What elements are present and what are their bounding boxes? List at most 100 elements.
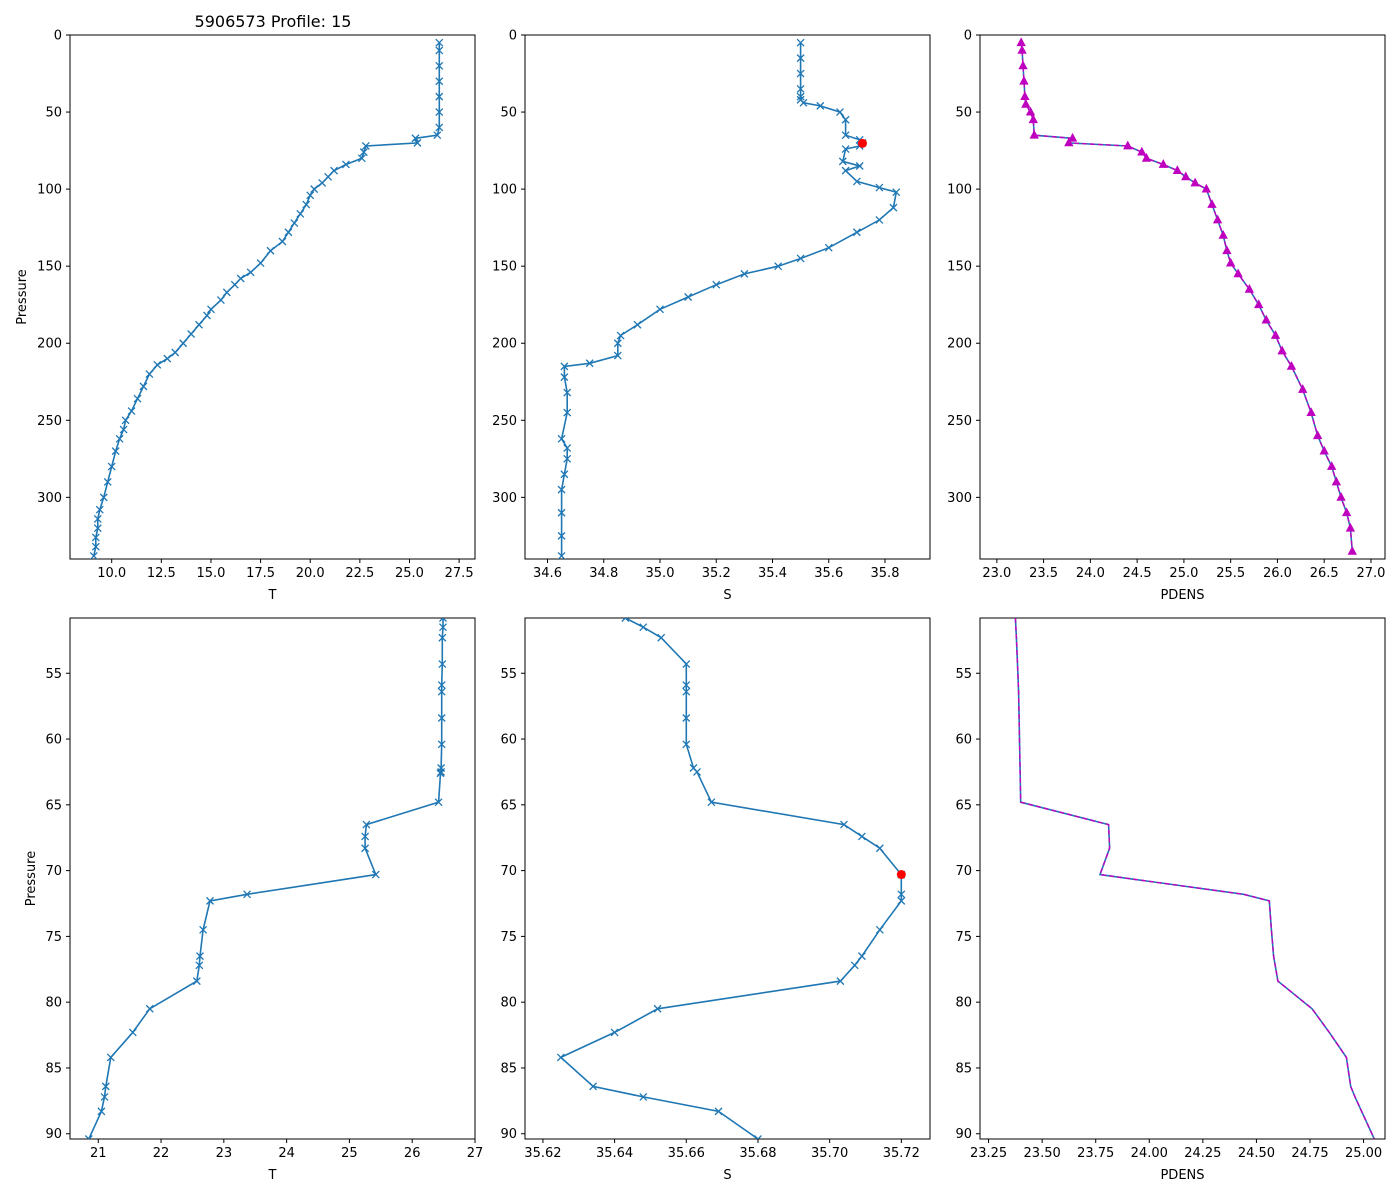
y-tick-label: 60	[500, 733, 517, 748]
data-point	[585, 359, 594, 368]
data-point	[153, 360, 162, 369]
data-point	[838, 157, 847, 166]
data-point	[889, 203, 898, 212]
data-point	[324, 172, 333, 181]
flagged-point	[858, 138, 867, 148]
data-point	[1028, 114, 1038, 124]
data-point	[1347, 545, 1357, 555]
data-point	[196, 952, 204, 961]
data-point	[95, 505, 104, 514]
data-point	[1016, 37, 1026, 47]
data-point	[774, 262, 783, 271]
data-point	[653, 1004, 662, 1013]
data-point	[1261, 314, 1271, 324]
data-point	[816, 101, 825, 110]
plot-area	[89, 38, 444, 559]
data-point	[434, 798, 443, 807]
data-point	[556, 1053, 565, 1062]
x-tick-label: 35.64	[596, 1146, 633, 1161]
data-point	[613, 339, 622, 348]
data-point	[357, 154, 366, 163]
data-point	[557, 551, 566, 559]
data-point	[1017, 45, 1027, 54]
data-point	[310, 185, 319, 194]
x-tick-label: 25	[341, 1146, 358, 1161]
data-point	[1218, 230, 1228, 239]
data-point	[852, 228, 861, 237]
data-point	[740, 269, 749, 278]
data-point	[563, 388, 572, 397]
data-point	[796, 54, 805, 63]
panel-top-pdens: 23.0 23.5 24.0 24.5 25.0 25.5 26.0 26.5 27.0 0 50 1…	[947, 29, 1386, 603]
data-point	[682, 687, 691, 696]
data-point	[1064, 137, 1074, 147]
x-tick-label: 23.25	[970, 1146, 1007, 1161]
x-tick-label: 35.66	[668, 1146, 705, 1161]
x-tick-label: 26.0	[1263, 566, 1292, 581]
data-point	[89, 551, 98, 559]
x-tick-label: 23.0	[982, 566, 1011, 581]
data-point	[684, 293, 693, 301]
data-point	[1306, 407, 1316, 416]
x-tick-label: 35.62	[524, 1146, 561, 1161]
data-point	[1298, 384, 1308, 393]
x-tick-label: 35.6	[814, 566, 843, 581]
data-point	[682, 740, 691, 749]
y-tick-label: 200	[947, 337, 972, 352]
x-tick-label: 24.25	[1184, 1146, 1221, 1161]
y-tick-label: 200	[492, 337, 517, 352]
data-point	[361, 844, 370, 853]
panel-bottom-t: 21 22 23 24 25 26 27 55 60 65 70 75 80 85 90 T Pressure	[24, 617, 484, 1183]
data-point	[852, 177, 861, 186]
data-point	[682, 660, 691, 669]
x-tick-label: 35.0	[646, 566, 675, 581]
series-line-dashed	[1014, 618, 1375, 1139]
data-point	[145, 1004, 154, 1013]
y-tick-label: 80	[955, 996, 972, 1011]
data-point	[296, 209, 305, 218]
data-point	[439, 623, 447, 632]
x-axis-label: T	[268, 588, 277, 603]
data-point	[682, 714, 691, 722]
data-point	[639, 623, 648, 632]
data-point	[290, 219, 299, 227]
y-tick-label: 90	[955, 1127, 972, 1142]
data-point	[103, 477, 112, 486]
x-tick-label: 27	[467, 1146, 484, 1161]
data-point	[1222, 245, 1232, 255]
y-tick-label: 55	[500, 667, 517, 682]
data-point	[557, 531, 566, 540]
data-point	[437, 687, 446, 696]
series-line-s	[559, 618, 903, 1139]
data-point	[284, 228, 293, 237]
x-tick-label: 22.5	[345, 566, 374, 581]
y-tick-label: 100	[492, 183, 517, 198]
data-point	[563, 444, 572, 452]
data-point	[107, 462, 116, 471]
y-tick-label: 100	[37, 183, 62, 198]
data-point	[206, 305, 215, 314]
data-point	[563, 454, 572, 463]
data-point	[91, 533, 100, 542]
plot-area	[84, 618, 447, 1139]
axes-frame	[979, 617, 1386, 1140]
data-point	[1067, 132, 1078, 142]
data-point	[435, 46, 444, 55]
plot-area	[557, 38, 901, 559]
x-tick-label: 35.72	[883, 1146, 920, 1161]
x-tick-label: 23	[216, 1146, 233, 1161]
data-point	[318, 178, 327, 187]
x-tick-label: 17.5	[246, 566, 275, 581]
data-point	[1319, 445, 1329, 455]
y-tick-label: 250	[37, 414, 62, 429]
data-point	[246, 268, 255, 277]
series-line-pdens	[1020, 42, 1354, 552]
data-point	[712, 280, 721, 289]
data-point	[796, 69, 805, 78]
y-tick-label: 75	[955, 930, 972, 945]
y-tick-label: 300	[947, 491, 972, 506]
x-tick-label: 10.0	[97, 566, 126, 581]
data-point	[278, 237, 287, 246]
data-point	[560, 362, 569, 371]
axes-frame	[69, 617, 476, 1140]
